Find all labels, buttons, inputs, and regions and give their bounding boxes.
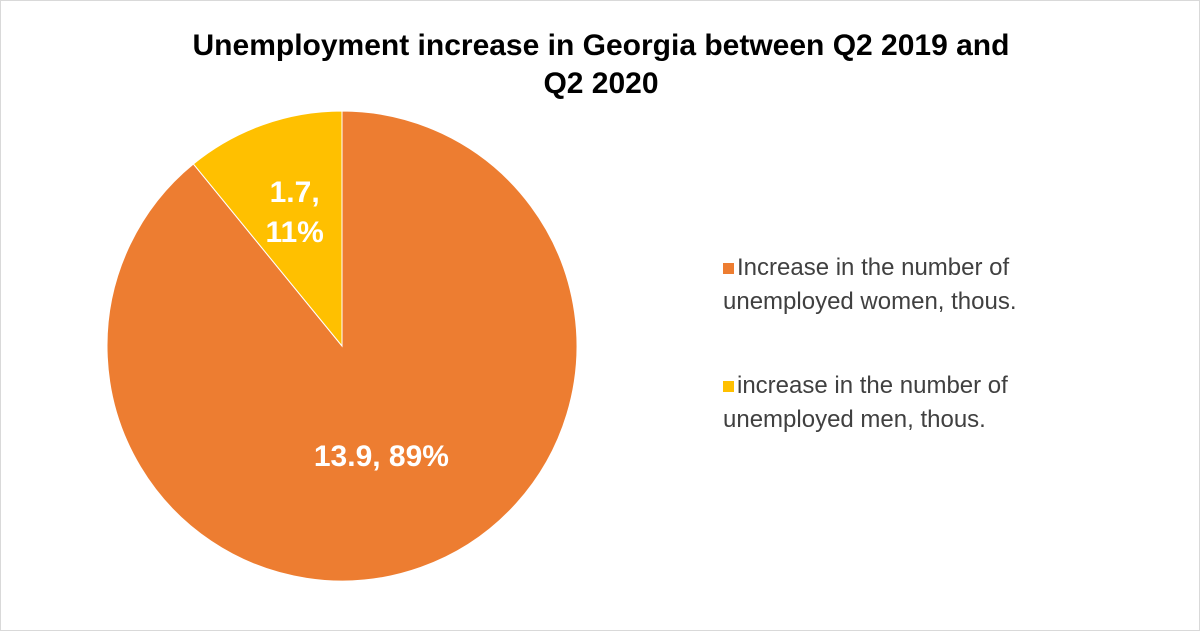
legend-swatch (723, 381, 734, 392)
pie-slice (192, 110, 343, 348)
legend-swatch (723, 263, 734, 274)
legend-label: increase in the number of unemployed men… (723, 372, 1008, 433)
legend-label: Increase in the number of unemployed wom… (723, 254, 1017, 315)
data-label: 13.9, 89% (313, 439, 449, 473)
chart-title: Unemployment increase in Georgia between… (192, 29, 1010, 100)
data-label: 1.7, 11% (265, 176, 324, 250)
